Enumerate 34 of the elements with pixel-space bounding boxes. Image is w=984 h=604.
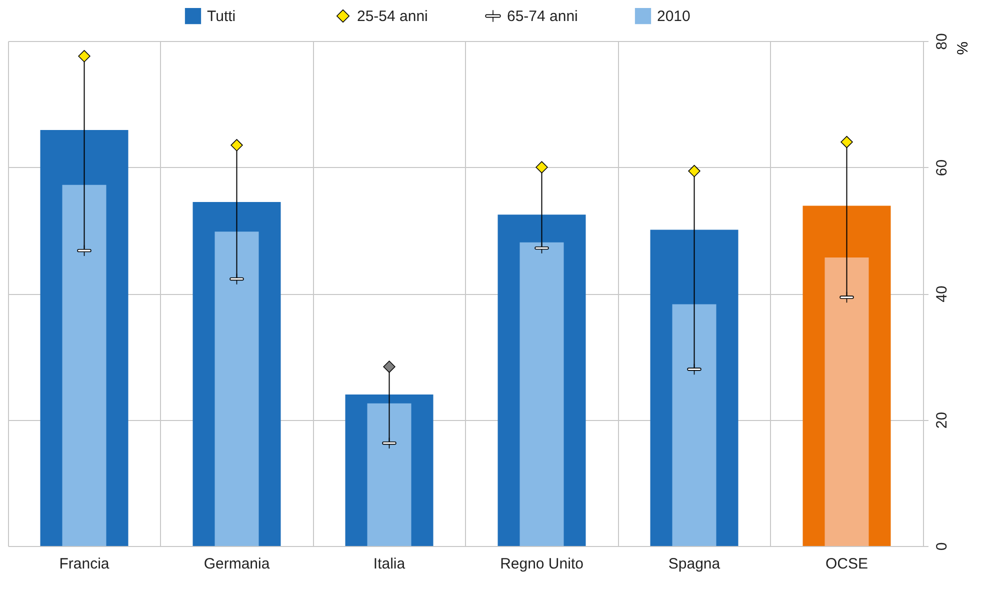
x-tick-label: Spagna: [668, 556, 721, 572]
bar: [824, 258, 869, 546]
bar: [62, 184, 106, 546]
bar: [367, 403, 412, 546]
point: [688, 164, 700, 178]
legend-label: 65-74 anni: [507, 8, 578, 25]
x-tick-label: Regno Unito: [500, 556, 584, 572]
point: [840, 292, 854, 304]
legend-label: 25-54 anni: [357, 8, 428, 25]
y-tick-label: 20: [934, 412, 950, 429]
point: [78, 50, 90, 62]
point: [77, 244, 92, 256]
x-tick-label: Italia: [373, 556, 406, 572]
legend-label: Tutti: [207, 8, 236, 25]
y-axis-title: %: [954, 42, 972, 55]
y-tick-label: 0: [934, 542, 950, 551]
y-tick-label: 60: [934, 159, 950, 176]
x-tick-label: OCSE: [825, 556, 868, 572]
point: [230, 139, 243, 152]
point: [840, 136, 853, 148]
point: [536, 161, 548, 174]
x-tick-label: Germania: [204, 556, 270, 572]
point: [230, 273, 244, 285]
point: [687, 363, 702, 376]
point: [382, 437, 396, 449]
y-tick-label: 80: [934, 33, 950, 50]
point: [534, 242, 549, 254]
bar: [520, 242, 564, 546]
point: [383, 360, 396, 373]
x-tick-label: Francia: [59, 556, 110, 572]
y-tick-label: 40: [934, 286, 950, 302]
bar: [214, 232, 259, 546]
legend-label: 2010: [657, 8, 690, 25]
bar: [672, 304, 716, 546]
